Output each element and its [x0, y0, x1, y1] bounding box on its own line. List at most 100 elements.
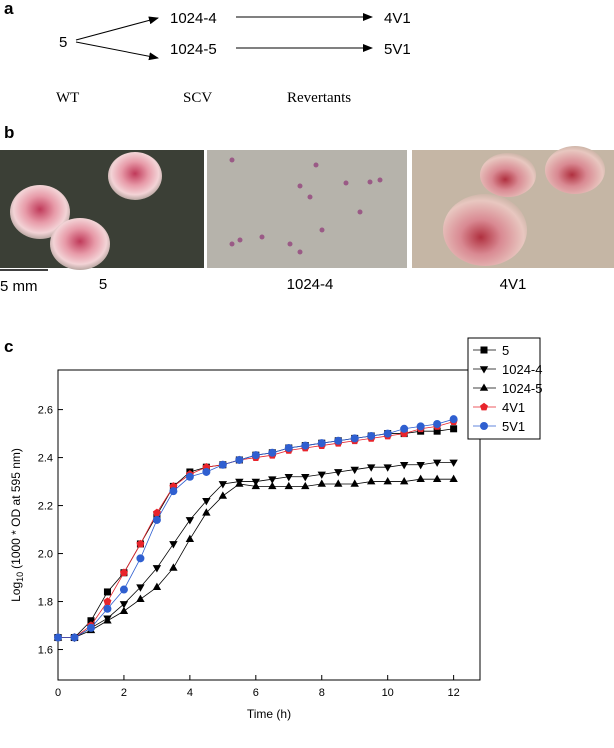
x-tick-label: 0 [55, 687, 61, 699]
point [202, 508, 211, 516]
point [367, 431, 376, 440]
point [284, 481, 293, 490]
legend-frame [467, 337, 541, 440]
point [119, 606, 129, 614]
point [185, 534, 195, 542]
photo [412, 146, 614, 268]
point [284, 473, 293, 482]
point [334, 436, 343, 445]
point [136, 594, 145, 602]
point [449, 415, 458, 424]
point [432, 474, 442, 482]
point [86, 623, 95, 632]
point [152, 565, 162, 573]
legend-label: 5 [502, 343, 509, 358]
photo-caption: 4V1 [500, 276, 527, 293]
point [433, 419, 442, 428]
arrow [75, 16, 159, 41]
node: 4V1 [384, 10, 411, 27]
point [119, 601, 129, 609]
point [367, 464, 376, 472]
legend-marker [480, 346, 488, 354]
point [334, 479, 343, 487]
point [383, 477, 392, 485]
series-line [58, 478, 454, 638]
y-axis-label-part: (1000 * OD at 595 nm) [9, 448, 23, 569]
point [103, 616, 112, 624]
column-label: WT [56, 90, 79, 106]
point [268, 448, 277, 457]
point [450, 425, 458, 433]
legend-marker [479, 383, 489, 391]
legend-marker [480, 422, 488, 430]
point [152, 582, 162, 590]
point [235, 455, 244, 464]
x-axis-label: Time (h) [247, 707, 291, 721]
photo [207, 150, 407, 268]
point [416, 474, 425, 482]
panel-a: a 5 1024-4 1024-5 4V1 5V1 WT SCV Reverta… [4, 0, 411, 106]
panel-b: b 5 mm 5 1024-4 4V1 [0, 123, 614, 295]
photo [0, 150, 204, 270]
point [54, 633, 62, 642]
scale-label: 5 mm [0, 278, 38, 295]
x-tick-label: 8 [319, 687, 325, 699]
legend-label: 4V1 [502, 400, 525, 415]
point [70, 633, 79, 642]
arrow [75, 41, 159, 61]
point [185, 517, 195, 525]
x-tick-label: 4 [187, 687, 193, 699]
node: 1024-4 [170, 10, 217, 27]
node: 1024-5 [170, 41, 217, 58]
y-axis-label-part: 10 [15, 572, 25, 582]
column-label: Revertants [287, 90, 351, 106]
point [235, 479, 244, 487]
legend-marker [480, 402, 488, 411]
point [350, 434, 359, 443]
point [301, 441, 310, 450]
point [103, 597, 112, 605]
point [218, 481, 228, 489]
x-tick-label: 10 [382, 687, 394, 699]
point [103, 588, 111, 596]
point [350, 479, 359, 487]
point [334, 469, 343, 477]
node: 5 [59, 34, 67, 51]
panel-label: b [4, 123, 14, 142]
node: 5V1 [384, 41, 411, 58]
legend-marker [479, 366, 489, 374]
point [119, 568, 128, 577]
point [169, 541, 178, 549]
point [268, 481, 277, 490]
photo-caption: 5 [99, 276, 107, 293]
legend-label: 1024-4 [502, 362, 542, 377]
point [251, 481, 261, 490]
point [416, 422, 425, 431]
point [432, 459, 442, 467]
photo-caption: 1024-4 [287, 276, 334, 293]
point [317, 479, 326, 487]
point [268, 476, 277, 484]
y-tick-label: 2.2 [38, 501, 53, 513]
y-tick-label: 1.8 [38, 597, 53, 609]
y-tick-label: 2.4 [38, 453, 53, 465]
point [119, 585, 128, 594]
point [136, 539, 145, 548]
point [301, 473, 310, 482]
point [317, 471, 326, 479]
y-axis-label: Log10 (1000 * OD at 595 nm) [9, 448, 25, 602]
point [284, 443, 293, 452]
plot-frame [57, 369, 481, 681]
point [218, 491, 228, 499]
point [202, 467, 211, 476]
point [301, 481, 310, 490]
point [136, 554, 145, 563]
point [433, 427, 441, 435]
point [383, 464, 392, 472]
point [399, 461, 409, 470]
y-tick-label: 2.0 [38, 549, 53, 561]
point [185, 472, 194, 481]
point [449, 459, 458, 467]
